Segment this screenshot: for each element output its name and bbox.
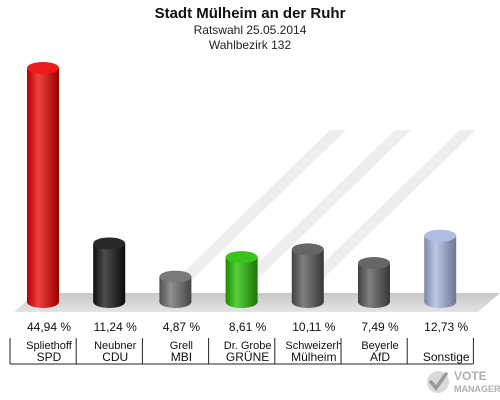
bar-cap — [291, 243, 324, 256]
bar-cdu — [93, 237, 126, 308]
bar-body — [424, 235, 457, 308]
value-label: 7,49 % — [361, 320, 399, 334]
value-label: 10,11 % — [292, 320, 335, 334]
candidate-label: Schweizerh — [285, 340, 342, 352]
bar-body — [291, 249, 324, 308]
value-label: 11,24 % — [94, 320, 137, 334]
bar-cap — [225, 251, 258, 264]
bar-spd — [27, 62, 59, 308]
candidate-label: Neubner — [94, 340, 137, 352]
bar-afd — [358, 257, 390, 308]
party-label: MBI — [171, 350, 192, 364]
background-stripe — [215, 130, 411, 305]
bar-cap — [358, 257, 390, 269]
vote-manager-logo: VOTE MANAGER — [427, 369, 500, 394]
candidate-label: Spliethoff — [26, 340, 73, 352]
candidate-label: Beyerle — [361, 340, 398, 352]
chart-subtitle-district: Wahlbezirk 132 — [208, 38, 292, 52]
party-label: CDU — [102, 350, 128, 364]
party-label: SPD — [37, 350, 62, 364]
value-label: 44,94 % — [27, 320, 71, 334]
bar-sonstige — [424, 229, 457, 308]
party-label: Mülheim — [291, 350, 336, 364]
value-label: 4,87 % — [163, 320, 201, 334]
bar-cap — [159, 270, 192, 283]
background-stripe — [150, 130, 346, 305]
party-label: AfD — [370, 350, 390, 364]
chart-title-block: Stadt Mülheim an der Ruhr Ratswahl 25.05… — [0, 4, 500, 53]
chart-subtitle: Ratswahl 25.05.2014 — [193, 23, 307, 37]
value-label: 8,61 % — [229, 320, 267, 334]
background-stripe — [280, 130, 476, 305]
bar-mbi — [159, 270, 192, 308]
bar-mülheim — [291, 243, 324, 308]
bar-body — [358, 263, 390, 308]
party-label: GRÜNE — [226, 350, 269, 364]
logo-text-manager: MANAGER — [454, 384, 500, 394]
value-label: 12,73 % — [424, 320, 468, 334]
candidate-label: Dr. Grobe — [224, 340, 272, 352]
bar-cap — [27, 62, 59, 74]
bar-body — [27, 68, 59, 308]
candidate-label: Grell — [170, 340, 193, 352]
chart-title: Stadt Mülheim an der Ruhr — [154, 5, 346, 22]
bar-grüne — [225, 251, 258, 308]
background-diagonals — [150, 130, 476, 305]
bar-body — [93, 243, 126, 308]
checkmark-icon — [427, 371, 449, 393]
bar-cap — [424, 229, 457, 242]
bar-body — [159, 276, 192, 308]
bar-body — [225, 257, 258, 308]
logo-text-vote: VOTE — [454, 369, 487, 383]
party-label: Sonstige — [423, 350, 470, 364]
bar-cap — [93, 237, 126, 250]
